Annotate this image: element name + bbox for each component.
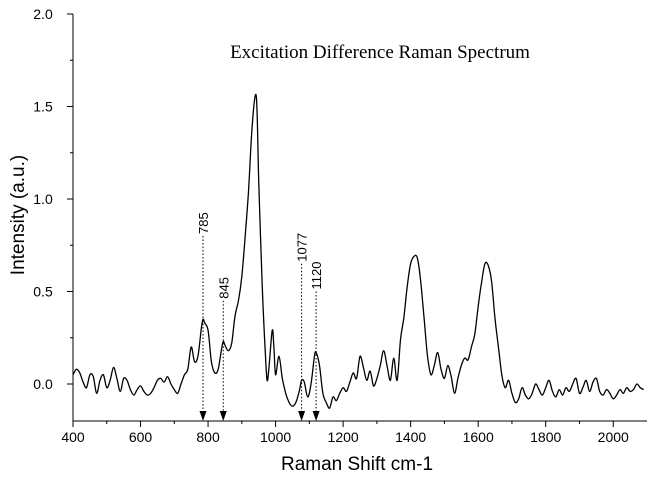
spectrum-line [72,93,645,409]
annotation-label: 1077 [295,233,310,262]
annotation-label: 845 [216,277,231,299]
annotation-label: 785 [196,212,211,234]
x-tick-label: 1200 [328,429,359,445]
ticks: 400 600 800 1000 1200 1400 1600 1800 2000 0.0 0.5 1… [33,6,629,445]
chart-title: Excitation Difference Raman Spectrum [230,42,530,63]
x-tick-label: 1600 [463,429,494,445]
x-tick-label: 400 [61,429,85,445]
y-axis-title: Intensity (a.u.) [8,155,29,275]
annotation-label: 1120 [309,262,324,290]
x-tick-label: 1800 [530,429,561,445]
y-tick-label: 0.0 [33,376,53,392]
y-tick-label: 1.0 [33,191,53,207]
annotation-arrow [219,411,227,421]
annotation-arrow [298,411,306,421]
series [72,93,645,409]
x-tick-label: 2000 [598,429,629,445]
annotation-arrow [199,411,207,421]
y-tick-label: 1.5 [33,99,53,115]
x-tick-label: 800 [196,429,220,445]
y-tick-label: 0.5 [33,284,53,300]
x-tick-label: 600 [129,429,153,445]
y-tick-label: 2.0 [33,6,53,22]
x-axis-title: Raman Shift cm-1 [281,454,433,475]
axes [72,14,647,422]
x-tick-label: 1400 [395,429,426,445]
annotation-arrow [312,411,320,421]
x-tick-label: 1000 [260,429,291,445]
